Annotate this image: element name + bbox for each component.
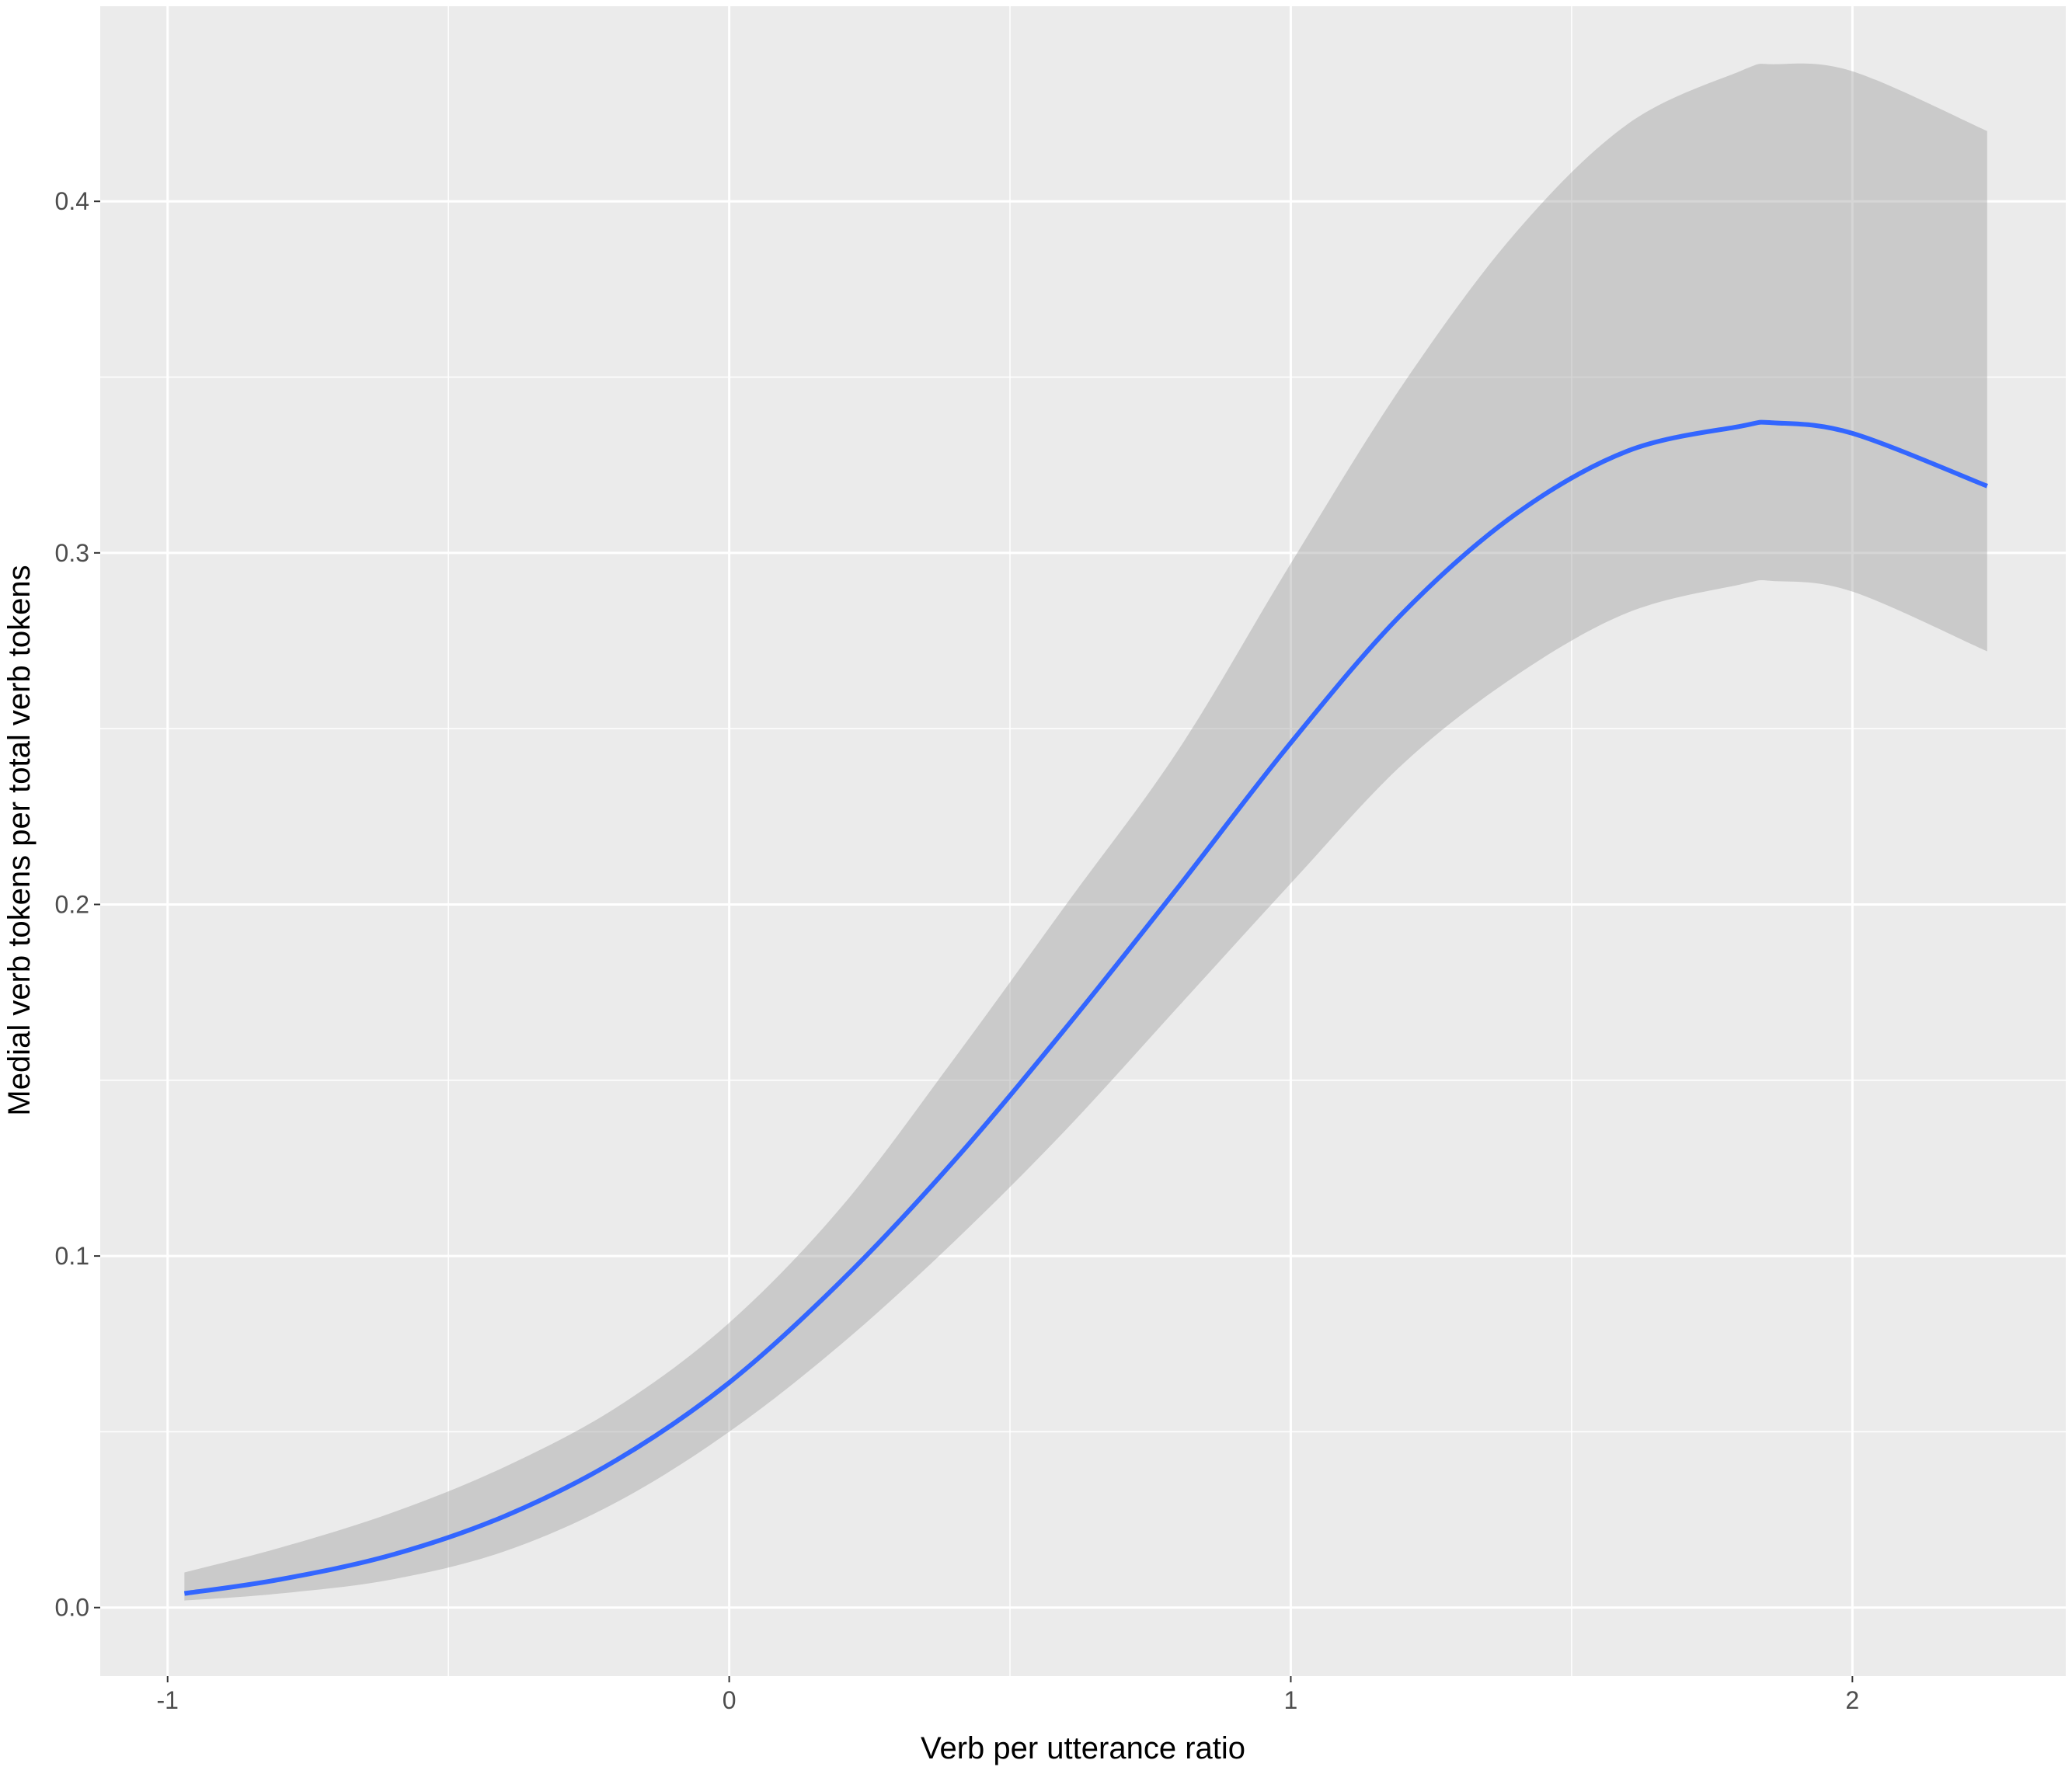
x-tick-label: 2 <box>1845 1686 1859 1714</box>
y-tick-label: 0.3 <box>55 539 89 567</box>
y-axis: 0.0 0.1 0.2 0.3 0.4 <box>55 187 100 1622</box>
y-tick-label: 0.1 <box>55 1242 89 1270</box>
y-tick-label: 0.2 <box>55 890 89 918</box>
y-axis-title: Medial verb tokens per total verb tokens <box>2 565 37 1115</box>
x-tick-label: 0 <box>723 1686 737 1714</box>
x-tick-label: -1 <box>157 1686 179 1714</box>
y-tick-label: 0.4 <box>55 187 89 215</box>
confidence-band <box>184 63 1987 1601</box>
y-tick-label: 0.0 <box>55 1594 89 1622</box>
x-axis: -1 0 1 2 <box>157 1676 1859 1714</box>
fit-line <box>183 419 1988 1596</box>
x-axis-title: Verb per utterance ratio <box>921 1731 1245 1765</box>
x-tick-label: 1 <box>1284 1686 1298 1714</box>
grid-major-y <box>100 200 2066 1609</box>
panel-background <box>100 6 2066 1676</box>
grid-major-x <box>166 6 1854 1676</box>
grid-minor-y <box>100 376 2066 1433</box>
grid-minor-x <box>447 6 1572 1676</box>
